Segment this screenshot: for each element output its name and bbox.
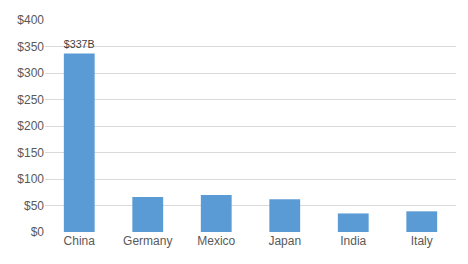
svg-text:$50: $50 [24, 199, 44, 213]
svg-text:$337B: $337B [64, 38, 95, 50]
svg-text:$250: $250 [17, 93, 44, 107]
svg-text:$0: $0 [31, 225, 45, 239]
svg-text:$350: $350 [17, 40, 44, 54]
svg-text:China: China [64, 234, 96, 248]
svg-text:Germany: Germany [123, 234, 172, 248]
svg-text:$300: $300 [17, 66, 44, 80]
svg-text:$200: $200 [17, 119, 44, 133]
svg-text:Italy: Italy [411, 234, 433, 248]
svg-text:$400: $400 [17, 13, 44, 27]
svg-text:$100: $100 [17, 172, 44, 186]
svg-text:Mexico: Mexico [197, 234, 235, 248]
svg-text:Japan: Japan [268, 234, 301, 248]
svg-text:$150: $150 [17, 146, 44, 160]
svg-text:India: India [340, 234, 366, 248]
